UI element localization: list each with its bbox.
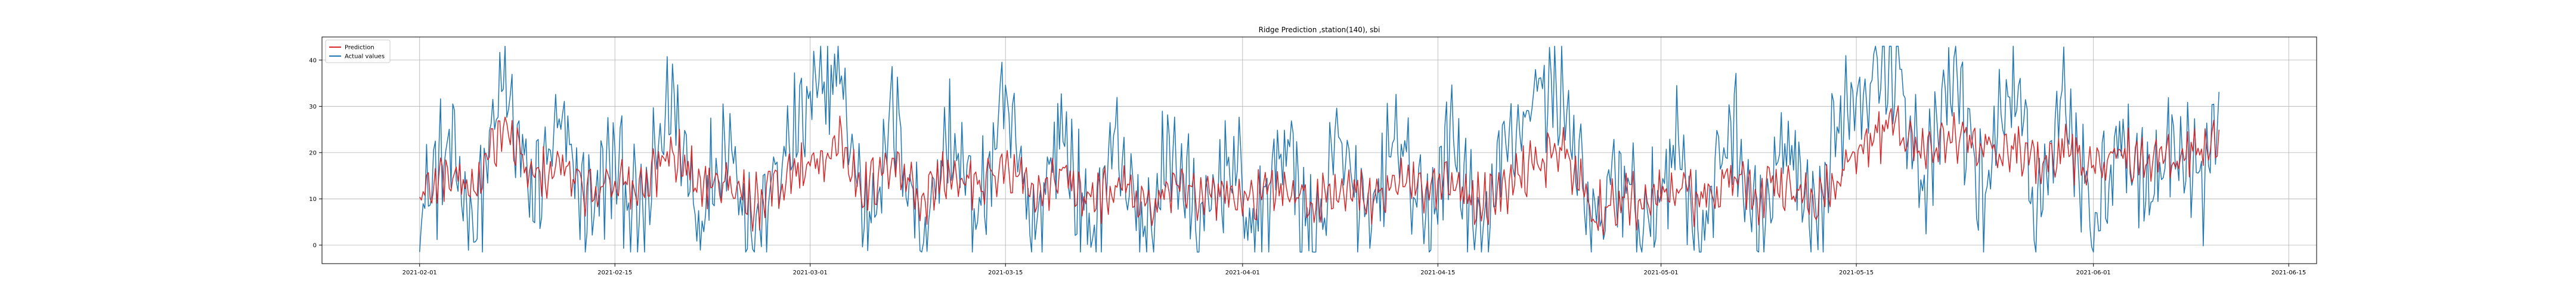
y-tick-label: 40: [309, 57, 317, 64]
x-tick-label: 2021-05-15: [1839, 270, 1874, 276]
series-line-prediction: [419, 105, 2220, 236]
series-lines: [419, 45, 2220, 253]
x-tick-label: 2021-03-01: [793, 270, 828, 276]
legend-label: Prediction: [345, 45, 374, 51]
x-tick-label: 2021-04-15: [1420, 270, 1455, 276]
y-tick-label: 0: [313, 242, 317, 249]
y-tick-label: 20: [309, 150, 317, 156]
legend-box: [325, 39, 391, 63]
y-axis: 0 10 20 30 40: [309, 57, 322, 249]
x-tick-label: 2021-03-15: [988, 270, 1023, 276]
series-line-actual-values: [419, 45, 2220, 253]
x-tick-label: 2021-02-01: [402, 270, 437, 276]
x-tick-label: 2021-02-15: [597, 270, 632, 276]
y-tick-label: 10: [309, 196, 317, 203]
x-tick-label: 2021-05-01: [1644, 270, 1679, 276]
legend-label: Actual values: [345, 54, 385, 60]
x-tick-label: 2021-06-01: [2076, 270, 2111, 276]
chart-title: Ridge Prediction ,station(140), sbi: [1259, 26, 1380, 34]
legend: Prediction Actual values: [325, 39, 391, 63]
x-tick-label: 2021-06-15: [2271, 270, 2306, 276]
x-axis: 2021-02-01 2021-02-15 2021-03-01 2021-03-15…: [402, 264, 2306, 276]
plot-frame: [321, 36, 2317, 264]
y-tick-label: 30: [309, 104, 317, 110]
x-tick-label: 2021-04-01: [1225, 270, 1260, 276]
